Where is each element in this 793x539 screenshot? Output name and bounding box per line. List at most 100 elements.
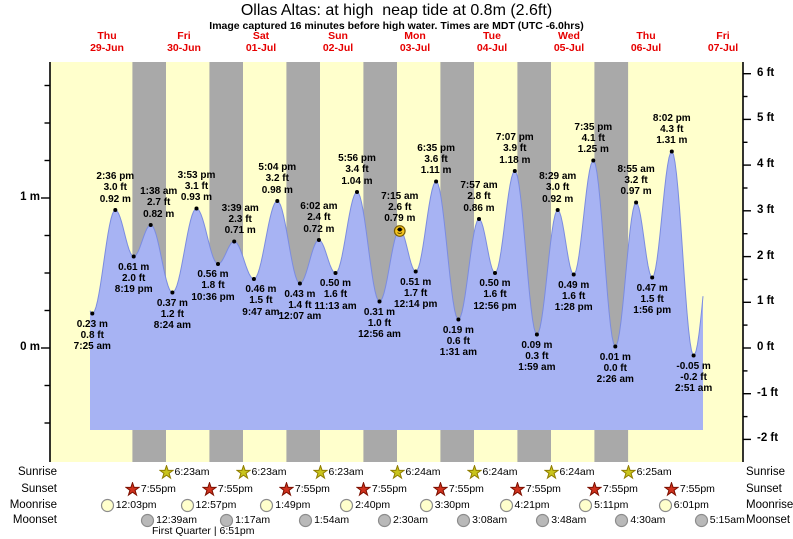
y-axis-right-label: -1 ft xyxy=(757,386,779,399)
tide-high-label: 7:57 am 2.8 ft 0.86 m xyxy=(460,180,498,214)
sunrise-event: 6:24am xyxy=(388,463,441,480)
moonrise-time: 4:21pm xyxy=(514,499,550,511)
sunrise-star-icon xyxy=(542,463,560,480)
y-axis-right-label: 3 ft xyxy=(757,203,775,216)
moonset-icon xyxy=(614,513,629,528)
sunrise-event: 6:23am xyxy=(311,463,364,480)
sunrise-time: 6:23am xyxy=(174,466,210,478)
tide-low-label: 0.01 m 0.0 ft 2:26 am xyxy=(596,351,634,386)
sunset-event: 7:55pm xyxy=(432,480,484,497)
moonset-event: 1:54am xyxy=(298,513,349,528)
tide-high-label: 3:39 am 2.3 ft 0.71 m xyxy=(221,202,259,237)
chart-subtitle: Image captured 16 minutes before high wa… xyxy=(209,20,584,32)
y-axis-left-label: 0 m xyxy=(20,341,40,353)
moonrise-time: 1:49pm xyxy=(275,499,311,511)
tide-extreme-dot xyxy=(316,238,321,242)
moonset-time: 4:30am xyxy=(630,514,666,526)
day-label-03-Jul: Mon 03-Jul xyxy=(399,30,431,54)
moonrise-icon xyxy=(419,498,434,513)
tide-high-label: 7:35 pm 4.1 ft 1.25 m xyxy=(574,121,613,156)
moonrise-icon xyxy=(658,498,673,513)
sunset-time: 7:55pm xyxy=(679,483,715,495)
moonrise-event: 12:03pm xyxy=(100,498,157,513)
tide-extreme-dot xyxy=(333,271,338,275)
tide-high-label: 5:04 pm 3.2 ft 0.98 m xyxy=(258,162,297,196)
moonset-event: 2:30am xyxy=(377,513,428,528)
astro-row-label-sunset-right: Sunset xyxy=(746,483,782,495)
moonrise-event: 2:40pm xyxy=(339,498,390,513)
tide-high-label: 2:36 pm 3.0 ft 0.92 m xyxy=(96,171,135,205)
astro-row-label-moonrise-left: Moonrise xyxy=(9,499,57,511)
sunset-time: 7:55pm xyxy=(294,483,330,495)
tide-extreme-dot xyxy=(297,281,302,286)
y-axis-right-label: 1 ft xyxy=(757,295,775,308)
tide-extreme-dot xyxy=(131,254,136,259)
day-label-01-Jul: Sat 01-Jul xyxy=(245,30,277,54)
tide-extreme-dot xyxy=(512,169,517,173)
tide-low-label: 0.09 m 0.3 ft 1:59 am xyxy=(518,339,556,374)
tide-extreme-dot xyxy=(555,208,560,212)
moonset-icon xyxy=(377,513,392,528)
tide-extreme-dot xyxy=(377,299,382,304)
tide-high-label: 3:53 pm 3.1 ft 0.93 m xyxy=(177,169,216,204)
sunset-event: 7:55pm xyxy=(586,480,638,497)
sunset-event: 7:55pm xyxy=(124,480,176,497)
tide-low-label: 0.19 m 0.6 ft 1:31 am xyxy=(439,324,478,359)
moonrise-icon xyxy=(259,498,274,513)
moonrise-time: 6:01pm xyxy=(673,499,709,511)
y-axis-right-label: 4 ft xyxy=(757,158,775,171)
sunset-star-icon xyxy=(586,480,603,497)
sunrise-event: 6:24am xyxy=(542,463,595,480)
sunset-star-icon xyxy=(355,480,372,497)
sunrise-star-icon xyxy=(388,463,406,480)
moonrise-event: 1:49pm xyxy=(259,498,310,513)
tide-area xyxy=(90,151,703,430)
tide-extreme-dot xyxy=(634,200,639,205)
y-axis-left-label: 1 m xyxy=(20,191,40,203)
sunset-star-icon xyxy=(201,480,218,497)
moonrise-event: 6:01pm xyxy=(658,498,709,513)
moonset-icon xyxy=(456,513,471,528)
tide-low-label: 0.50 m 1.6 ft 12:56 pm xyxy=(473,278,517,312)
tide-extreme-dot xyxy=(194,206,199,211)
sunset-star-icon xyxy=(432,480,449,497)
moonrise-icon xyxy=(180,498,195,513)
tide-low-label: -0.05 m -0.2 ft 2:51 am xyxy=(674,360,713,395)
moonset-event: 12:39am xyxy=(140,513,197,528)
tide-extreme-dot xyxy=(251,277,256,281)
moonset-event: 3:08am xyxy=(456,513,507,528)
sunrise-time: 6:23am xyxy=(328,466,364,478)
moonset-event: 3:48am xyxy=(535,513,586,528)
sunset-event: 7:55pm xyxy=(278,480,330,497)
tide-extreme-dot xyxy=(413,269,418,274)
sunset-time: 7:55pm xyxy=(448,483,484,495)
astro-row-label-sunrise-right: Sunrise xyxy=(746,466,785,478)
tide-high-label: 6:02 am 2.4 ft 0.72 m xyxy=(300,201,338,235)
sunset-event: 7:55pm xyxy=(201,480,253,497)
moonrise-time: 5:11pm xyxy=(594,499,629,511)
tide-low-label: 0.47 m 1.5 ft 1:56 pm xyxy=(633,282,672,317)
sunrise-star-icon xyxy=(234,463,252,480)
astro-row-label-sunrise-left: Sunrise xyxy=(18,466,57,478)
tide-extreme-dot xyxy=(456,317,461,322)
sunrise-event: 6:24am xyxy=(465,463,518,480)
tide-low-label: 0.43 m 1.4 ft 12:07 am xyxy=(278,288,322,323)
moonrise-icon xyxy=(100,498,115,513)
moonset-event: 5:15am xyxy=(694,513,745,528)
sunrise-time: 6:24am xyxy=(482,466,518,478)
sunrise-time: 6:24am xyxy=(559,466,595,478)
moonset-time: 2:30am xyxy=(393,514,429,526)
tide-extreme-dot xyxy=(397,227,402,232)
sunset-time: 7:55pm xyxy=(140,483,176,495)
tide-low-label: 0.50 m 1.6 ft 11:13 am xyxy=(314,278,357,312)
sunrise-star-icon xyxy=(311,463,329,480)
moonset-icon xyxy=(140,513,155,528)
day-label-05-Jul: Wed 05-Jul xyxy=(553,30,585,54)
sunrise-event: 6:23am xyxy=(157,463,210,480)
sunrise-star-icon xyxy=(465,463,483,480)
moonset-icon xyxy=(535,513,550,528)
y-axis-right-label: 0 ft xyxy=(757,341,775,353)
tide-low-label: 0.37 m 1.2 ft 8:24 am xyxy=(153,297,192,332)
